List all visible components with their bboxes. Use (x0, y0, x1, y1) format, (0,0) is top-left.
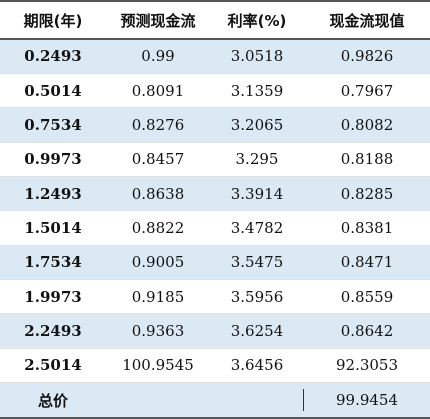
cash-flow-cell: 0.8091 (106, 73, 210, 109)
cash-flow-cell: 0.9005 (106, 245, 210, 281)
present-value-cell: 0.8559 (304, 279, 430, 315)
period-cell: 2.2493 (0, 313, 106, 349)
rate-cell: 3.5475 (210, 245, 304, 281)
present-value-cell: 0.8285 (304, 176, 430, 212)
cash-flow-cell: 0.99 (106, 39, 210, 74)
cash-flow-cell: 0.8822 (106, 210, 210, 246)
period-cell: 0.5014 (0, 73, 106, 109)
table-row: 0.7534 0.8276 3.2065 0.8082 (0, 107, 430, 143)
present-value-cell: 0.8188 (304, 142, 430, 177)
rate-cell: 3.4782 (210, 210, 304, 246)
present-value-cell: 0.8642 (304, 313, 430, 349)
period-cell: 0.7534 (0, 107, 106, 143)
cash-flow-cell: 0.8457 (106, 142, 210, 177)
period-cell: 2.5014 (0, 348, 106, 384)
table-row: 2.5014 100.9545 3.6456 92.3053 (0, 348, 430, 384)
table-row: 1.5014 0.8822 3.4782 0.8381 (0, 210, 430, 246)
header-forecast-cash-flow: 预测现金流 (106, 0, 210, 40)
present-value-cell: 0.8471 (304, 245, 430, 281)
table-row: 2.2493 0.9363 3.6254 0.8642 (0, 313, 430, 349)
header-period: 期限(年) (0, 0, 106, 40)
rate-cell: 3.0518 (210, 39, 304, 74)
present-value-cell: 0.9826 (304, 39, 430, 74)
table-row: 1.7534 0.9005 3.5475 0.8471 (0, 245, 430, 281)
total-label: 总价 (0, 382, 106, 419)
period-cell: 1.5014 (0, 210, 106, 246)
present-value-cell: 0.8381 (304, 210, 430, 246)
rate-cell: 3.2065 (210, 107, 304, 143)
period-cell: 0.9973 (0, 142, 106, 177)
total-value: 99.9454 (304, 382, 430, 419)
total-row: 总价 99.9454 (0, 382, 430, 419)
cash-flow-cell: 100.9545 (106, 348, 210, 384)
table-row: 1.9973 0.9185 3.5956 0.8559 (0, 279, 430, 315)
rate-cell: 3.295 (210, 142, 304, 177)
cash-flow-cell: 0.8638 (106, 176, 210, 212)
header-interest-rate: 利率(%) (210, 0, 304, 40)
rate-cell: 3.3914 (210, 176, 304, 212)
total-empty-cell (210, 382, 304, 419)
table-row: 0.9973 0.8457 3.295 0.8188 (0, 142, 430, 177)
rate-cell: 3.1359 (210, 73, 304, 109)
table-row: 0.2493 0.99 3.0518 0.9826 (0, 39, 430, 74)
period-cell: 0.2493 (0, 39, 106, 74)
rate-cell: 3.6456 (210, 348, 304, 384)
header-present-value: 现金流现值 (304, 0, 430, 40)
cash-flow-cell: 0.9363 (106, 313, 210, 349)
present-value-cell: 0.7967 (304, 73, 430, 109)
table-row: 0.5014 0.8091 3.1359 0.7967 (0, 73, 430, 109)
cell-divider (303, 389, 304, 411)
table-row: 1.2493 0.8638 3.3914 0.8285 (0, 176, 430, 212)
present-value-cell: 92.3053 (304, 348, 430, 384)
total-empty-cell (106, 382, 210, 419)
rate-cell: 3.5956 (210, 279, 304, 315)
period-cell: 1.7534 (0, 245, 106, 281)
cash-flow-cell: 0.9185 (106, 279, 210, 315)
period-cell: 1.2493 (0, 176, 106, 212)
present-value-cell: 0.8082 (304, 107, 430, 143)
header-row: 期限(年) 预测现金流 利率(%) 现金流现值 (0, 0, 430, 40)
cash-flow-cell: 0.8276 (106, 107, 210, 143)
period-cell: 1.9973 (0, 279, 106, 315)
rate-cell: 3.6254 (210, 313, 304, 349)
